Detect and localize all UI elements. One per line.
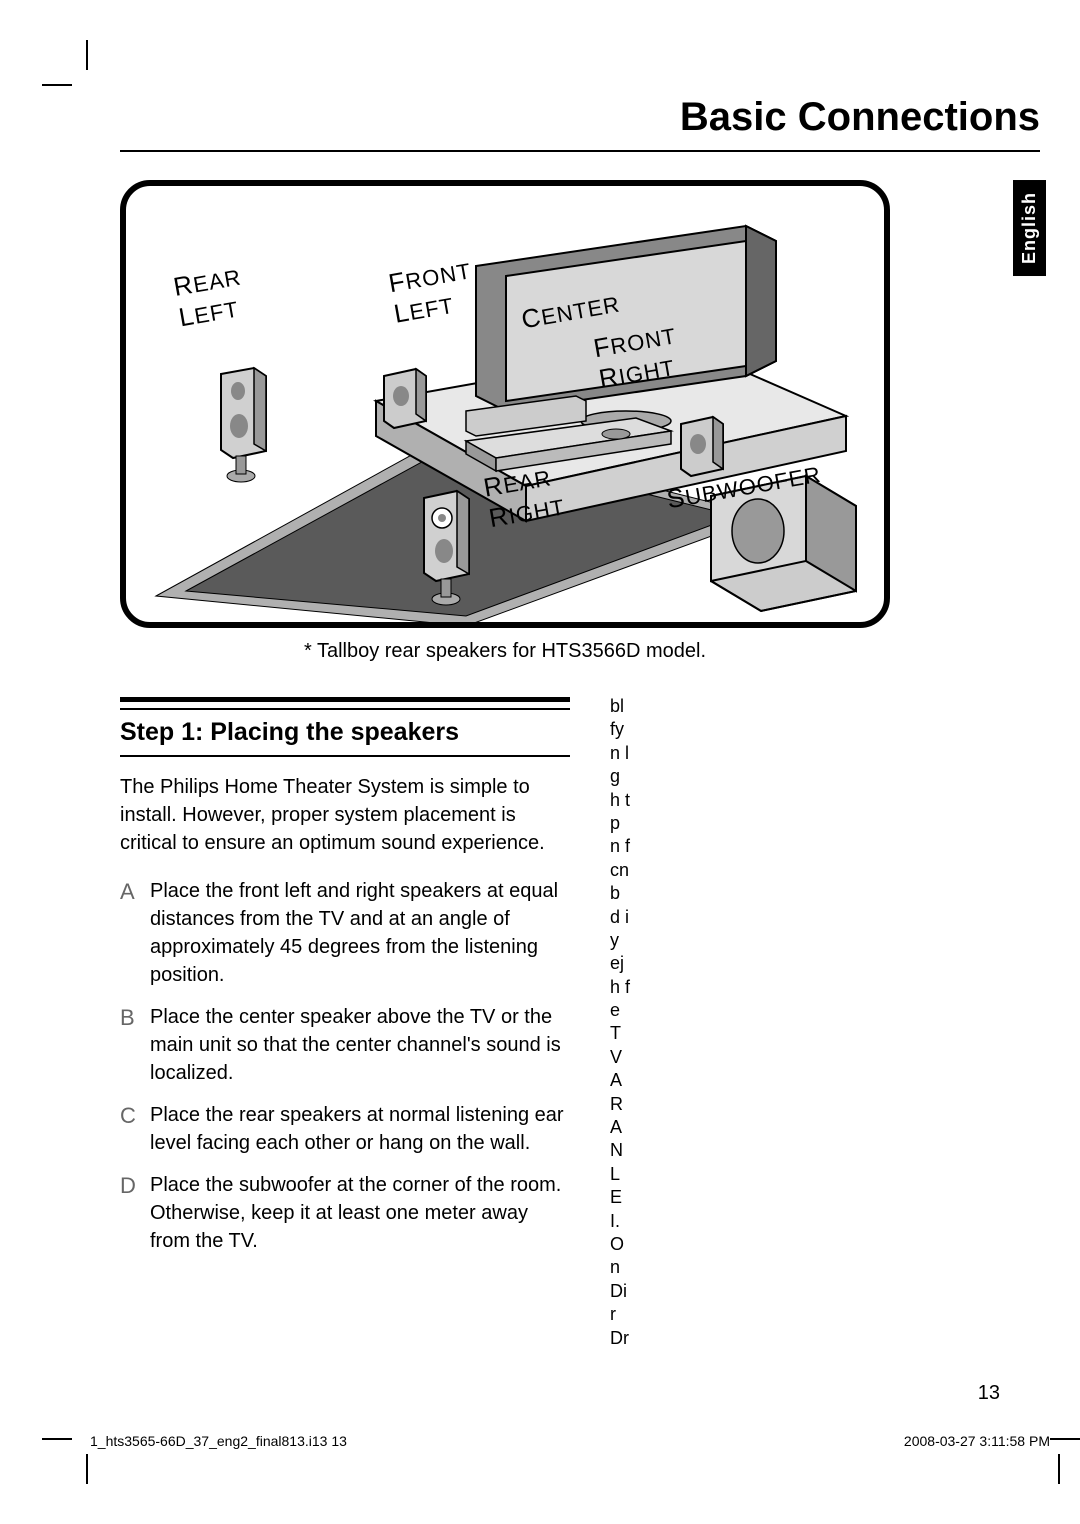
crop-mark [42,1438,72,1440]
step-heading: Step 1: Placing the speakers [120,697,570,757]
step-text: Place the center speaker above the TV or… [150,1003,570,1087]
step-item: D Place the subwoofer at the corner of t… [120,1171,570,1255]
diagram-caption: * Tallboy rear speakers for HTS3566D mod… [120,640,890,663]
speaker-placement-diagram: REARLEFT FRONTLEFT CENTER FRONTRIGHT REA… [120,180,890,628]
language-tab: English [1013,180,1046,276]
right-column: bl fyn lgh tpn fcn bd iy ejh fe TV AR AN… [610,695,950,1350]
footer-right: 2008-03-27 3:11:58 PM [904,1433,1050,1449]
crop-mark [86,1454,88,1484]
step-letter: C [120,1101,150,1157]
crop-mark [1050,1438,1080,1440]
step-letter: B [120,1003,150,1087]
page-number: 13 [978,1382,1000,1405]
step-item: B Place the center speaker above the TV … [120,1003,570,1087]
label-rear-left: REARLEFT [171,261,249,334]
step-text: Place the rear speakers at normal listen… [150,1101,570,1157]
steps-list: A Place the front left and right speaker… [120,877,570,1255]
garbled-text: bl fyn lgh tpn fcn bd iy ejh fe TV AR AN… [610,695,630,1350]
left-column: Step 1: Placing the speakers The Philips… [120,695,570,1350]
step-item: A Place the front left and right speaker… [120,877,570,989]
crop-mark [1058,1454,1060,1484]
step-item: C Place the rear speakers at normal list… [120,1101,570,1157]
page-title: Basic Connections [120,95,1040,152]
step-letter: D [120,1171,150,1255]
intro-text: The Philips Home Theater System is simpl… [120,773,570,857]
crop-mark [86,40,88,70]
step-text: Place the subwoofer at the corner of the… [150,1171,570,1255]
page-content: Basic Connections English [120,95,1040,1429]
footer-left: 1_hts3565-66D_37_eng2_final813.i13 13 [90,1433,347,1449]
label-rear-right: REARRIGHT [481,460,567,534]
crop-mark [42,84,72,86]
step-letter: A [120,877,150,989]
step-text: Place the front left and right speakers … [150,877,570,989]
